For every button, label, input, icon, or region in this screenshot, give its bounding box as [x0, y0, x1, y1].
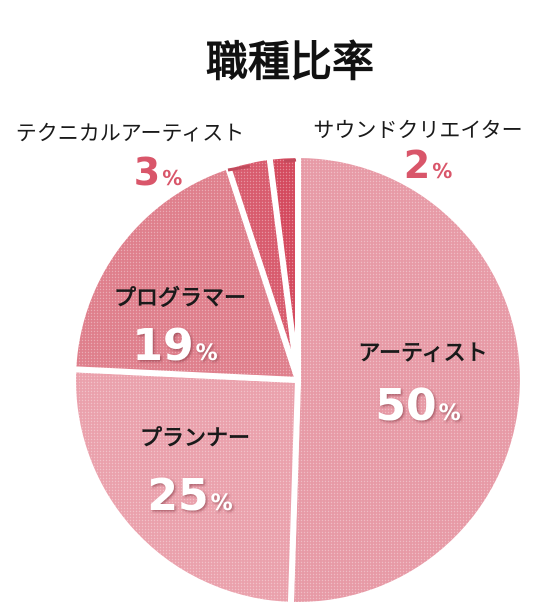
chart-title: 職種比率	[206, 37, 374, 86]
slice-technical-artist-texture	[227, 156, 298, 380]
label-programmer: プログラマー	[114, 285, 246, 311]
label-technical-artist: テクニカルアーティスト	[16, 121, 244, 145]
leader-line-technical-artist	[227, 164, 251, 172]
label-sound-creator: サウンドクリエイター	[313, 118, 522, 142]
value-label-technical-artist: 3%	[134, 150, 183, 194]
slice-planner	[70, 366, 301, 608]
slice-artist-texture	[290, 155, 523, 605]
slice-sound-creator	[266, 152, 301, 383]
slice-artist	[287, 152, 526, 608]
value-label-planner: 25%	[147, 470, 232, 521]
leader-lines	[227, 158, 297, 172]
value-label-sound-creator: 2%	[404, 143, 453, 187]
value-label-artist: 50%	[375, 380, 460, 431]
leader-line-sound-creator	[283, 158, 297, 163]
label-planner: プランナー	[140, 426, 250, 451]
slice-programmer-texture	[73, 166, 298, 380]
pie-slices	[70, 152, 526, 608]
pie-labels: アーティスト 50% プランナー 25% プログラマー 19% テクニカルアーティスト 3 % サ…	[16, 118, 523, 521]
value-label-programmer: 19%	[132, 320, 217, 371]
slice-planner-texture	[72, 369, 298, 605]
label-artist: アーティスト	[358, 341, 487, 366]
slice-sound-creator-texture	[269, 155, 298, 380]
slice-programmer	[70, 163, 301, 383]
